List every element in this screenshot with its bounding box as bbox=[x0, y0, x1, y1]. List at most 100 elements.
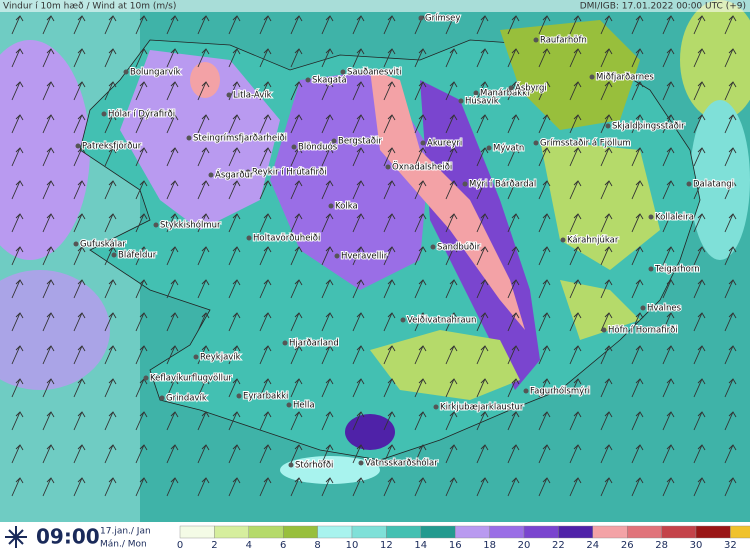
wind-arrow bbox=[42, 246, 55, 266]
wind-arrow bbox=[476, 246, 489, 266]
wind-arrow bbox=[104, 312, 117, 332]
wind-zone bbox=[190, 62, 220, 98]
wind-arrow bbox=[445, 378, 458, 398]
wind-arrow bbox=[352, 378, 365, 398]
map-title: Vindur í 10m hæð / Wind at 10m (m/s) bbox=[3, 2, 176, 12]
wind-arrow bbox=[445, 48, 458, 68]
wind-arrow bbox=[383, 345, 396, 365]
wind-arrow bbox=[166, 213, 179, 233]
wind-arrow bbox=[631, 114, 644, 134]
place-label: Akureyri bbox=[427, 139, 462, 149]
wind-arrow bbox=[290, 114, 303, 134]
place-dot bbox=[605, 123, 611, 129]
legend-swatch bbox=[283, 525, 318, 539]
legend-swatch bbox=[420, 525, 456, 539]
wind-arrow bbox=[476, 312, 489, 332]
wind-arrow bbox=[569, 147, 582, 167]
wind-arrow bbox=[290, 180, 303, 200]
place-dot bbox=[418, 15, 424, 21]
place-label: Litla-Ávík bbox=[233, 89, 272, 101]
wind-arrow bbox=[11, 279, 24, 299]
wind-arrow bbox=[569, 345, 582, 365]
wind-arrow bbox=[383, 15, 396, 35]
wind-arrow bbox=[321, 147, 334, 167]
place-dot bbox=[648, 266, 654, 272]
place-dot bbox=[473, 90, 479, 96]
wind-arrow bbox=[135, 411, 148, 431]
wind-arrow bbox=[631, 48, 644, 68]
place-label: Reykjavík bbox=[200, 353, 241, 363]
wind-arrow bbox=[414, 279, 427, 299]
wind-arrow bbox=[414, 411, 427, 431]
wind-arrow bbox=[321, 114, 334, 134]
wind-arrow bbox=[693, 48, 706, 68]
wind-arrow bbox=[228, 279, 241, 299]
wind-arrow bbox=[197, 15, 210, 35]
wind-arrow bbox=[383, 444, 396, 464]
wind-arrow bbox=[476, 411, 489, 431]
place-label: Fagurhólsmýri bbox=[530, 386, 590, 397]
place-label: Grímsey bbox=[425, 14, 460, 24]
wind-arrow bbox=[104, 81, 117, 101]
wind-arrow bbox=[321, 345, 334, 365]
wind-arrow bbox=[135, 477, 148, 497]
place-label: Stórhöfði bbox=[295, 460, 333, 471]
place-label: Bláfeldur bbox=[118, 251, 157, 261]
wind-arrow bbox=[383, 114, 396, 134]
wind-arrow bbox=[569, 81, 582, 101]
wind-arrow bbox=[228, 477, 241, 497]
place-dot bbox=[159, 395, 165, 401]
place-dot bbox=[385, 164, 391, 170]
wind-arrow bbox=[11, 246, 24, 266]
wind-arrow bbox=[321, 279, 334, 299]
wind-arrow bbox=[414, 477, 427, 497]
wind-arrow bbox=[42, 312, 55, 332]
wind-arrow bbox=[724, 378, 737, 398]
legend-swatch bbox=[455, 525, 490, 539]
wind-arrow bbox=[724, 477, 737, 497]
wind-arrow bbox=[724, 213, 737, 233]
wind-arrow bbox=[693, 279, 706, 299]
place-dot bbox=[111, 252, 117, 258]
wind-arrow bbox=[259, 180, 272, 200]
wind-arrow bbox=[135, 345, 148, 365]
wind-arrow bbox=[228, 147, 241, 167]
wind-arrow bbox=[166, 378, 179, 398]
place-dot bbox=[533, 140, 539, 146]
wind-arrow bbox=[197, 345, 210, 365]
place-label: Patreksfjörður bbox=[82, 142, 142, 152]
place-label: Blönduós bbox=[298, 142, 338, 153]
wind-arrow bbox=[42, 444, 55, 464]
wind-arrow bbox=[228, 213, 241, 233]
wind-arrow bbox=[197, 81, 210, 101]
wind-arrow bbox=[724, 15, 737, 35]
wind-arrow bbox=[135, 48, 148, 68]
wind-arrow bbox=[445, 279, 458, 299]
wind-arrow bbox=[724, 312, 737, 332]
legend-tick-label: 16 bbox=[449, 540, 462, 551]
place-dot bbox=[123, 69, 129, 75]
wind-arrow bbox=[228, 411, 241, 431]
wind-arrow bbox=[383, 279, 396, 299]
wind-arrow bbox=[352, 15, 365, 35]
place-dot bbox=[186, 135, 192, 141]
place-dot bbox=[286, 402, 292, 408]
wind-arrow bbox=[507, 114, 520, 134]
wind-arrow bbox=[600, 279, 613, 299]
wind-arrow bbox=[321, 378, 334, 398]
wind-arrow bbox=[166, 147, 179, 167]
wind-arrow bbox=[73, 279, 86, 299]
wind-arrow bbox=[538, 279, 551, 299]
wind-arrow bbox=[42, 180, 55, 200]
place-dot bbox=[686, 181, 692, 187]
wind-arrow bbox=[73, 246, 86, 266]
legend-tick-label: 28 bbox=[655, 540, 668, 551]
wind-arrow bbox=[290, 15, 303, 35]
wind-arrow bbox=[104, 246, 117, 266]
place-label: Skagatá bbox=[312, 76, 347, 86]
place-labels: Grímsey Raufarhöfn Bolungarvík SkagatáSauða… bbox=[73, 13, 735, 472]
wind-arrow bbox=[166, 312, 179, 332]
place-label: Dalatangi bbox=[693, 180, 734, 190]
wind-arrow bbox=[538, 48, 551, 68]
wind-zone bbox=[0, 270, 110, 390]
